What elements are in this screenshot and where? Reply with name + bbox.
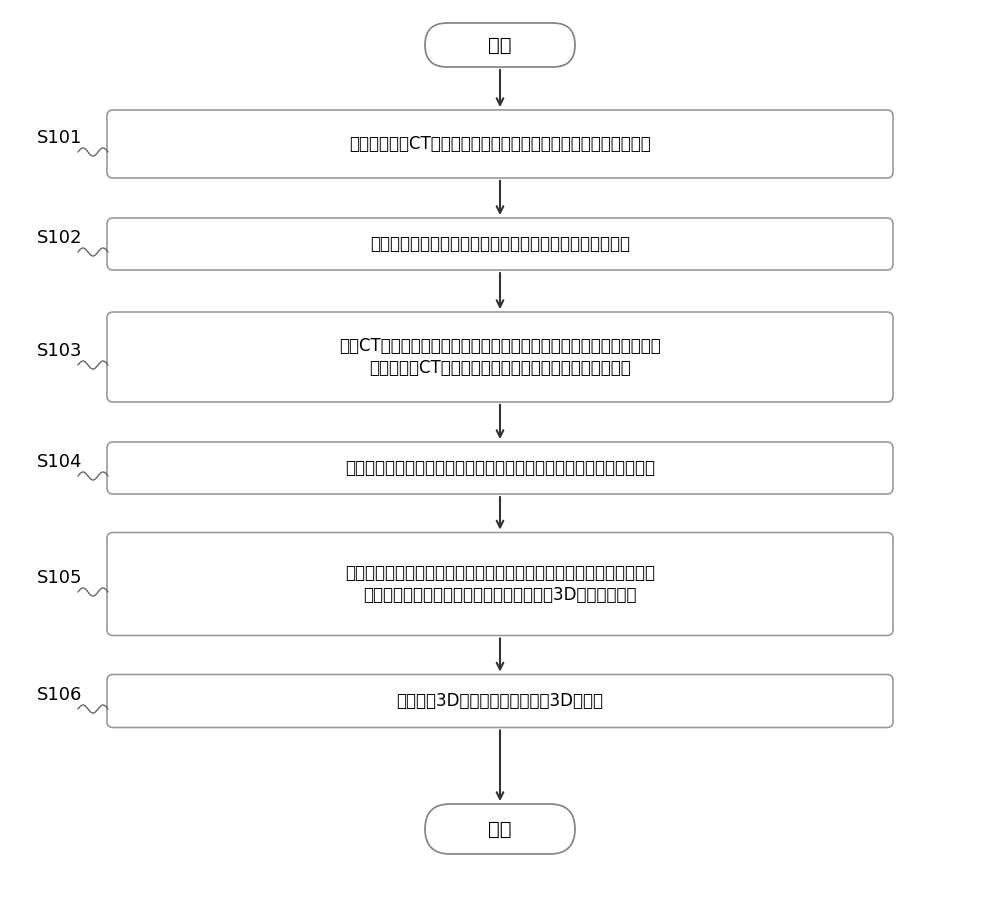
- FancyBboxPatch shape: [107, 218, 893, 270]
- Text: S105: S105: [37, 569, 83, 587]
- Text: S106: S106: [37, 686, 83, 704]
- FancyBboxPatch shape: [107, 675, 893, 728]
- Text: S104: S104: [37, 453, 83, 471]
- Text: 根据所述组织边界轮廓生成所述待构建支架的所述轮廓数据: 根据所述组织边界轮廓生成所述待构建支架的所述轮廓数据: [370, 235, 630, 253]
- FancyBboxPatch shape: [107, 312, 893, 402]
- Text: 基于预先选中的拓扑类型的结构基元及所述轮廓数据生成初始支架模型: 基于预先选中的拓扑类型的结构基元及所述轮廓数据生成初始支架模型: [345, 459, 655, 477]
- Text: 将生成的3D多孔支架模型发送至3D打印机: 将生成的3D多孔支架模型发送至3D打印机: [396, 692, 604, 710]
- Text: 结束: 结束: [488, 820, 512, 838]
- Text: 利用所述对应的每个像素点的骨密度分布对所述初始支架模型进行调整: 利用所述对应的每个像素点的骨密度分布对所述初始支架模型进行调整: [345, 564, 655, 582]
- Text: 开始: 开始: [488, 36, 512, 55]
- Text: S102: S102: [37, 229, 83, 247]
- Text: 预先从获取的CT影像数据提取病变区域或缺损区域的组织边界轮廓: 预先从获取的CT影像数据提取病变区域或缺损区域的组织边界轮廓: [349, 135, 651, 153]
- Text: ，以生成所述待构建支架对应的类松质骨的3D多孔支架模型: ，以生成所述待构建支架对应的类松质骨的3D多孔支架模型: [363, 586, 637, 604]
- FancyBboxPatch shape: [107, 532, 893, 635]
- Text: S101: S101: [37, 129, 83, 147]
- Text: 支架在所述CT影像数据中对应的每个像素点的骨密度分布: 支架在所述CT影像数据中对应的每个像素点的骨密度分布: [369, 359, 631, 377]
- Text: 根据CT影像数据及预先获得的待构建支架的轮廓数据，获取所述待构建: 根据CT影像数据及预先获得的待构建支架的轮廓数据，获取所述待构建: [339, 337, 661, 355]
- Text: S103: S103: [37, 342, 83, 360]
- FancyBboxPatch shape: [425, 23, 575, 67]
- FancyBboxPatch shape: [425, 804, 575, 854]
- FancyBboxPatch shape: [107, 442, 893, 494]
- FancyBboxPatch shape: [107, 110, 893, 178]
